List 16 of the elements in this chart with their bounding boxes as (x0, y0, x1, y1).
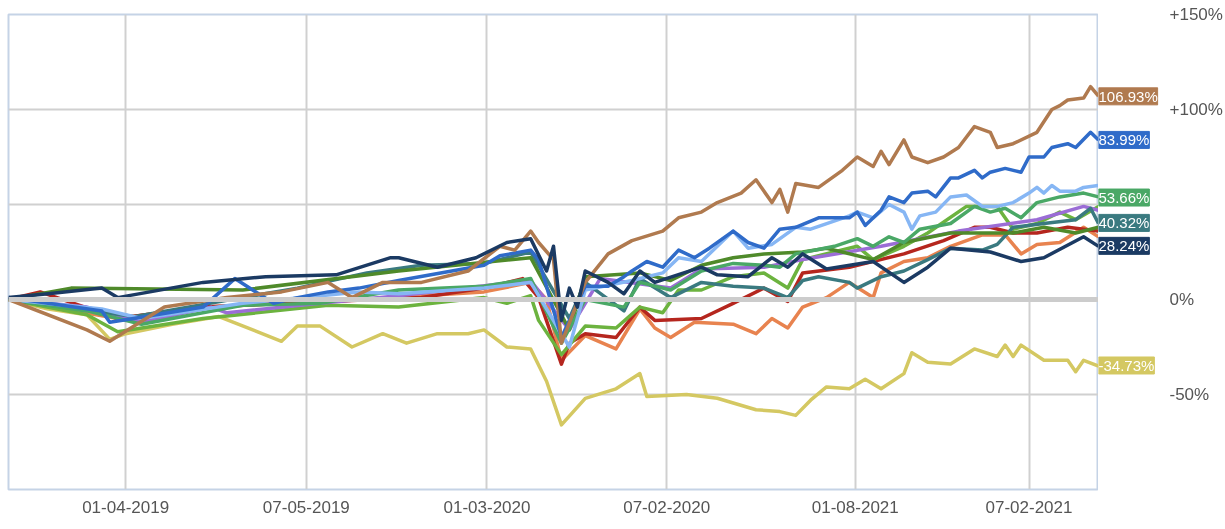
y-tick-label: +100% (1169, 100, 1223, 119)
x-tick-label: 07-02-2021 (985, 497, 1073, 517)
x-tick-label: 01-04-2019 (82, 497, 170, 517)
x-tick-label: 01-03-2020 (443, 497, 531, 517)
y-tick-label: 0% (1169, 290, 1195, 309)
annotation: 53.66% (1098, 189, 1150, 207)
annotation: 40.32% (1098, 214, 1150, 232)
y-tick-label: +150% (1169, 5, 1223, 24)
x-tick-label: 07-05-2019 (262, 497, 350, 517)
annotation: 28.24% (1098, 237, 1150, 255)
x-tick-label: 07-02-2020 (623, 497, 711, 517)
x-tick-label: 01-08-2021 (811, 497, 899, 517)
annotation: 106.93% (1098, 87, 1158, 105)
annotation: 83.99% (1098, 131, 1150, 149)
y-tick-label: -50% (1169, 385, 1210, 404)
annotation: -34.73% (1098, 356, 1155, 374)
